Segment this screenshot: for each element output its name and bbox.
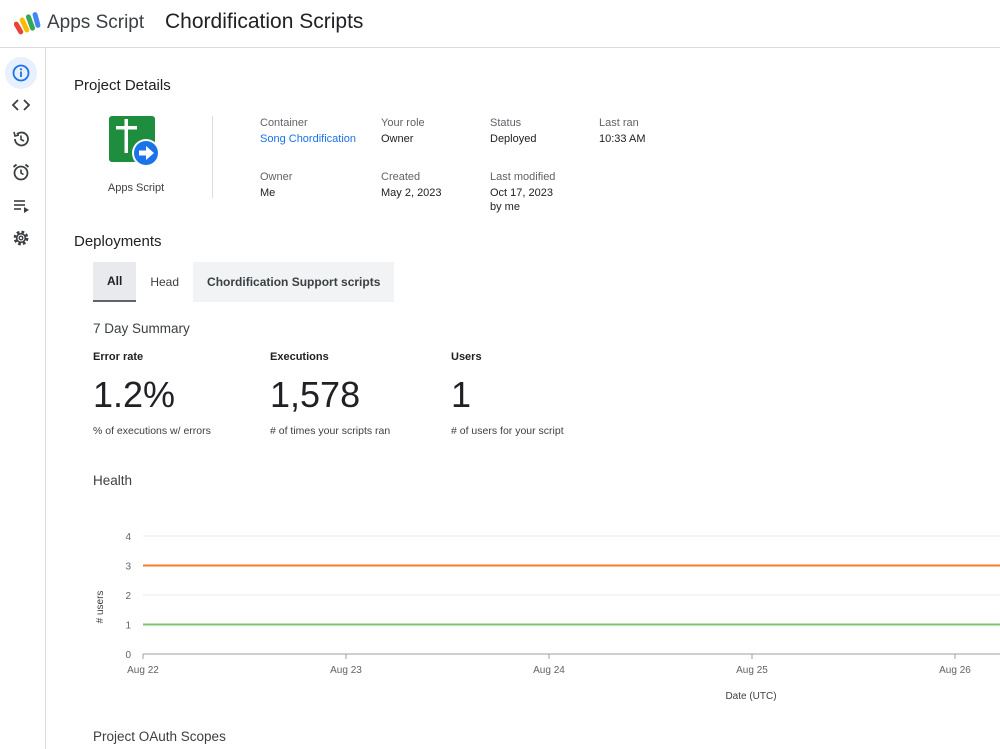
alarm-icon	[12, 163, 30, 181]
x-tick-label: Aug 24	[533, 665, 565, 676]
role-value: Owner	[381, 133, 414, 145]
code-icon	[11, 99, 31, 111]
y-tick-label: 2	[125, 591, 131, 602]
deployments-title: Deployments	[74, 233, 162, 250]
tab-head[interactable]: Head	[150, 275, 180, 289]
oauth-scopes-title: Project OAuth Scopes	[93, 729, 226, 744]
executions-icon	[14, 200, 29, 213]
project-details-title: Project Details	[74, 77, 171, 94]
rail-overview[interactable]	[5, 57, 37, 89]
apps-script-project-icon	[109, 116, 160, 167]
container-link[interactable]: Song Chordification	[260, 133, 357, 145]
gear-icon	[13, 230, 29, 246]
deployment-tabs: All Head Chordification Support scripts	[93, 262, 395, 302]
x-axis-title: Date (UTC)	[725, 691, 776, 702]
error-rate-value: 1.2%	[93, 374, 176, 415]
rail-triggers[interactable]	[5, 156, 37, 188]
last-ran-label: Last ran	[599, 117, 639, 129]
rail-settings[interactable]	[5, 222, 37, 254]
tab-chordification-support-scripts[interactable]: Chordification Support scripts	[193, 262, 395, 302]
left-rail	[0, 48, 46, 749]
rail-editor[interactable]	[5, 89, 37, 121]
stat-error-rate: Error rate 1.2% % of executions w/ error…	[93, 351, 211, 437]
detail-container: Container Song Chordification	[260, 116, 356, 146]
role-label: Your role	[381, 117, 425, 129]
last-modified-value: Oct 17, 2023	[490, 187, 553, 199]
executions-value: 1,578	[270, 374, 361, 415]
x-tick-label: Aug 26	[939, 665, 971, 676]
stat-executions: Executions 1,578 # of times your scripts…	[270, 351, 390, 437]
y-tick-label: 0	[125, 650, 131, 661]
app-name[interactable]: Apps Script	[47, 12, 145, 33]
users-desc: # of users for your script	[451, 425, 564, 437]
stat-users: Users 1 # of users for your script	[451, 351, 564, 437]
detail-created: Created May 2, 2023	[381, 170, 442, 200]
status-label: Status	[490, 117, 522, 129]
users-label: Users	[451, 351, 482, 363]
top-bar: Apps Script Chordification Scripts	[0, 0, 1000, 48]
y-tick-label: 1	[125, 621, 131, 632]
x-tick-label: Aug 22	[127, 665, 159, 676]
executions-desc: # of times your scripts ran	[270, 425, 391, 437]
rail-executions[interactable]	[5, 189, 37, 221]
details-divider	[212, 116, 213, 198]
detail-owner: Owner Me	[260, 170, 292, 200]
owner-label: Owner	[260, 171, 293, 183]
project-title[interactable]: Chordification Scripts	[165, 10, 364, 33]
health-title: Health	[93, 473, 133, 488]
y-axis-title: # users	[95, 591, 106, 624]
detail-role: Your role Owner	[381, 116, 425, 146]
status-value: Deployed	[490, 133, 537, 145]
project-icon-label: Apps Script	[107, 182, 165, 194]
created-label: Created	[381, 171, 421, 183]
summary-title: 7 Day Summary	[93, 321, 190, 336]
last-modified-label: Last modified	[490, 171, 556, 183]
y-tick-label: 4	[125, 532, 131, 543]
apps-script-logo[interactable]	[14, 11, 42, 37]
tab-all[interactable]: All	[93, 262, 137, 302]
detail-status: Status Deployed	[490, 116, 536, 146]
executions-label: Executions	[270, 351, 329, 363]
health-chart: 0 1 2 3 4 Aug 22 Aug 23 Aug 24 Aug 25 Aug 26 Date …	[95, 532, 1000, 702]
detail-last-ran: Last ran 10:33 AM	[599, 116, 645, 146]
detail-last-modified: Last modified Oct 17, 2023 by me	[490, 170, 555, 214]
error-rate-desc: % of executions w/ errors	[93, 425, 211, 437]
created-value: May 2, 2023	[381, 187, 442, 199]
last-modified-by: by me	[490, 201, 520, 213]
last-ran-value: 10:33 AM	[599, 133, 646, 145]
error-rate-label: Error rate	[93, 351, 144, 363]
history-icon	[13, 131, 29, 147]
y-tick-label: 3	[125, 562, 131, 573]
owner-value: Me	[260, 187, 276, 199]
users-value: 1	[451, 374, 472, 415]
x-tick-label: Aug 25	[736, 665, 768, 676]
container-label: Container	[260, 117, 308, 129]
rail-history[interactable]	[5, 123, 37, 155]
info-icon	[12, 64, 30, 82]
x-tick-label: Aug 23	[330, 665, 362, 676]
